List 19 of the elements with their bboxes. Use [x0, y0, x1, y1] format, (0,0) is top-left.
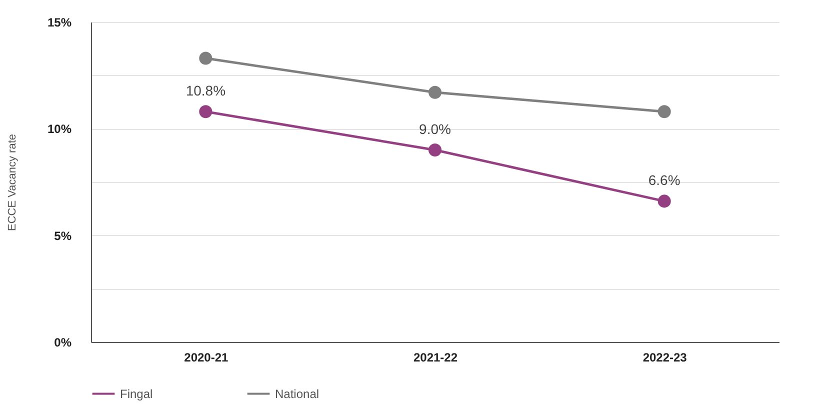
point [199, 105, 212, 118]
point [658, 105, 671, 118]
point [199, 52, 212, 65]
y-axis-title: ECCE Vacancy rate [6, 134, 18, 232]
x-tick-label: 2020-21 [184, 350, 229, 364]
point [428, 143, 442, 157]
data-label: 9.0% [419, 121, 451, 137]
legend-label: National [275, 386, 320, 401]
x-tick-label: 2022-23 [642, 350, 688, 364]
y-tick-label: 15% [47, 16, 72, 30]
y-tick-label: 10% [47, 122, 72, 136]
point [658, 194, 671, 208]
y-tick-label: 0% [54, 336, 72, 350]
y-tick-label: 5% [54, 228, 72, 243]
point [428, 86, 442, 99]
x-tick-label: 2021-22 [413, 350, 458, 364]
data-label: 10.8% [186, 82, 226, 99]
data-label: 6.6% [648, 172, 680, 188]
legend-label: Fingal [120, 386, 153, 401]
